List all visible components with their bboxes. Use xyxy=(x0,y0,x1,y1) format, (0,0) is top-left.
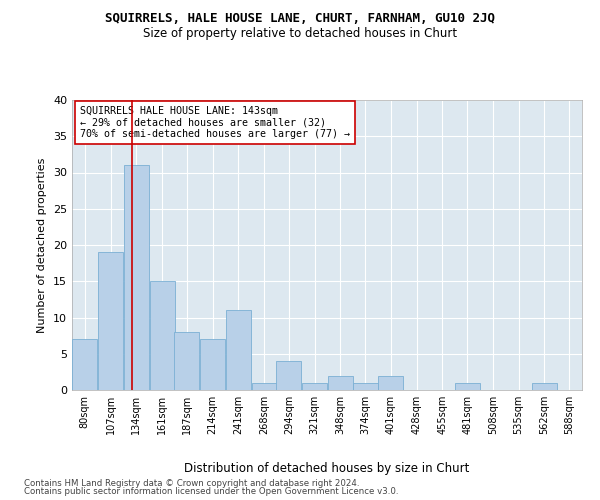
Text: Size of property relative to detached houses in Churt: Size of property relative to detached ho… xyxy=(143,28,457,40)
Bar xyxy=(455,383,479,390)
Bar xyxy=(98,252,123,390)
Text: Contains HM Land Registry data © Crown copyright and database right 2024.: Contains HM Land Registry data © Crown c… xyxy=(24,478,359,488)
Text: Distribution of detached houses by size in Churt: Distribution of detached houses by size … xyxy=(184,462,470,475)
Bar xyxy=(175,332,199,390)
Bar xyxy=(226,310,251,390)
Bar xyxy=(73,339,97,390)
Bar xyxy=(583,383,600,390)
Bar xyxy=(200,339,225,390)
Y-axis label: Number of detached properties: Number of detached properties xyxy=(37,158,47,332)
Bar xyxy=(328,376,353,390)
Bar xyxy=(277,361,301,390)
Bar xyxy=(124,165,149,390)
Text: SQUIRRELS HALE HOUSE LANE: 143sqm
← 29% of detached houses are smaller (32)
70% : SQUIRRELS HALE HOUSE LANE: 143sqm ← 29% … xyxy=(80,106,350,139)
Bar xyxy=(149,281,175,390)
Bar xyxy=(353,383,377,390)
Text: SQUIRRELS, HALE HOUSE LANE, CHURT, FARNHAM, GU10 2JQ: SQUIRRELS, HALE HOUSE LANE, CHURT, FARNH… xyxy=(105,12,495,26)
Bar xyxy=(532,383,557,390)
Bar xyxy=(302,383,327,390)
Bar xyxy=(379,376,403,390)
Text: Contains public sector information licensed under the Open Government Licence v3: Contains public sector information licen… xyxy=(24,487,398,496)
Bar xyxy=(251,383,277,390)
